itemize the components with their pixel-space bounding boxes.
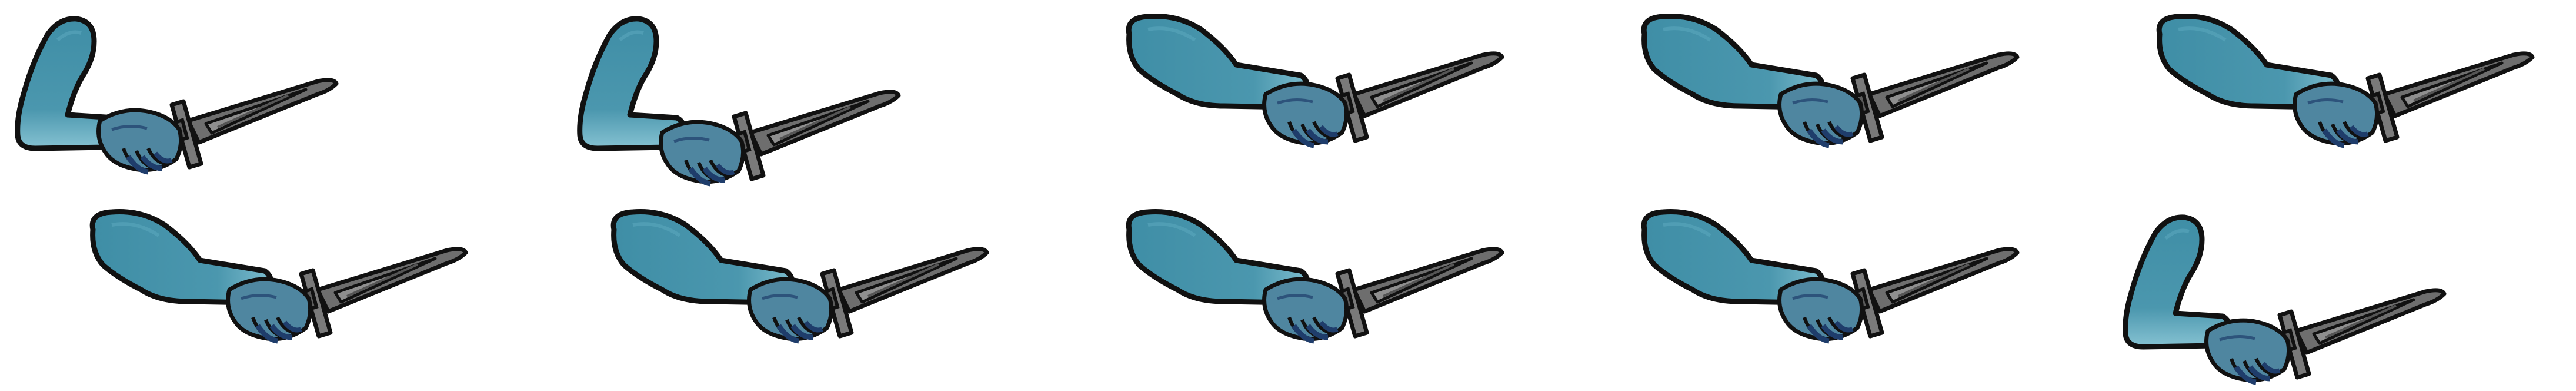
sprite-frame-4	[1546, 0, 2061, 196]
sprite-frame-1	[0, 0, 515, 196]
sprite-frame-6	[0, 196, 515, 391]
sprite-frame-2	[515, 0, 1030, 196]
sprite-frame-5	[2061, 0, 2576, 196]
sprite-frame-9	[1546, 196, 2061, 391]
sprite-frame-7	[515, 196, 1030, 391]
arm-dagger-extended-sprite	[2061, 0, 2576, 196]
arm-dagger-raised-sprite	[515, 0, 1030, 196]
arm-dagger-extended-sprite	[0, 196, 515, 391]
sprite-frame-10	[2061, 196, 2576, 391]
arm-dagger-extended-sprite	[515, 196, 1030, 391]
arm-dagger-extended-sprite	[1546, 0, 2061, 196]
sprite-frame-8	[1030, 196, 1546, 391]
arm-dagger-extended-sprite	[1030, 196, 1546, 391]
arm-dagger-raised-sprite	[0, 0, 515, 196]
arm-dagger-extended-sprite	[1030, 0, 1546, 196]
sprite-frame-3	[1030, 0, 1546, 196]
arm-dagger-extended-sprite	[1546, 196, 2061, 391]
arm-dagger-raised-sprite	[2061, 196, 2576, 391]
